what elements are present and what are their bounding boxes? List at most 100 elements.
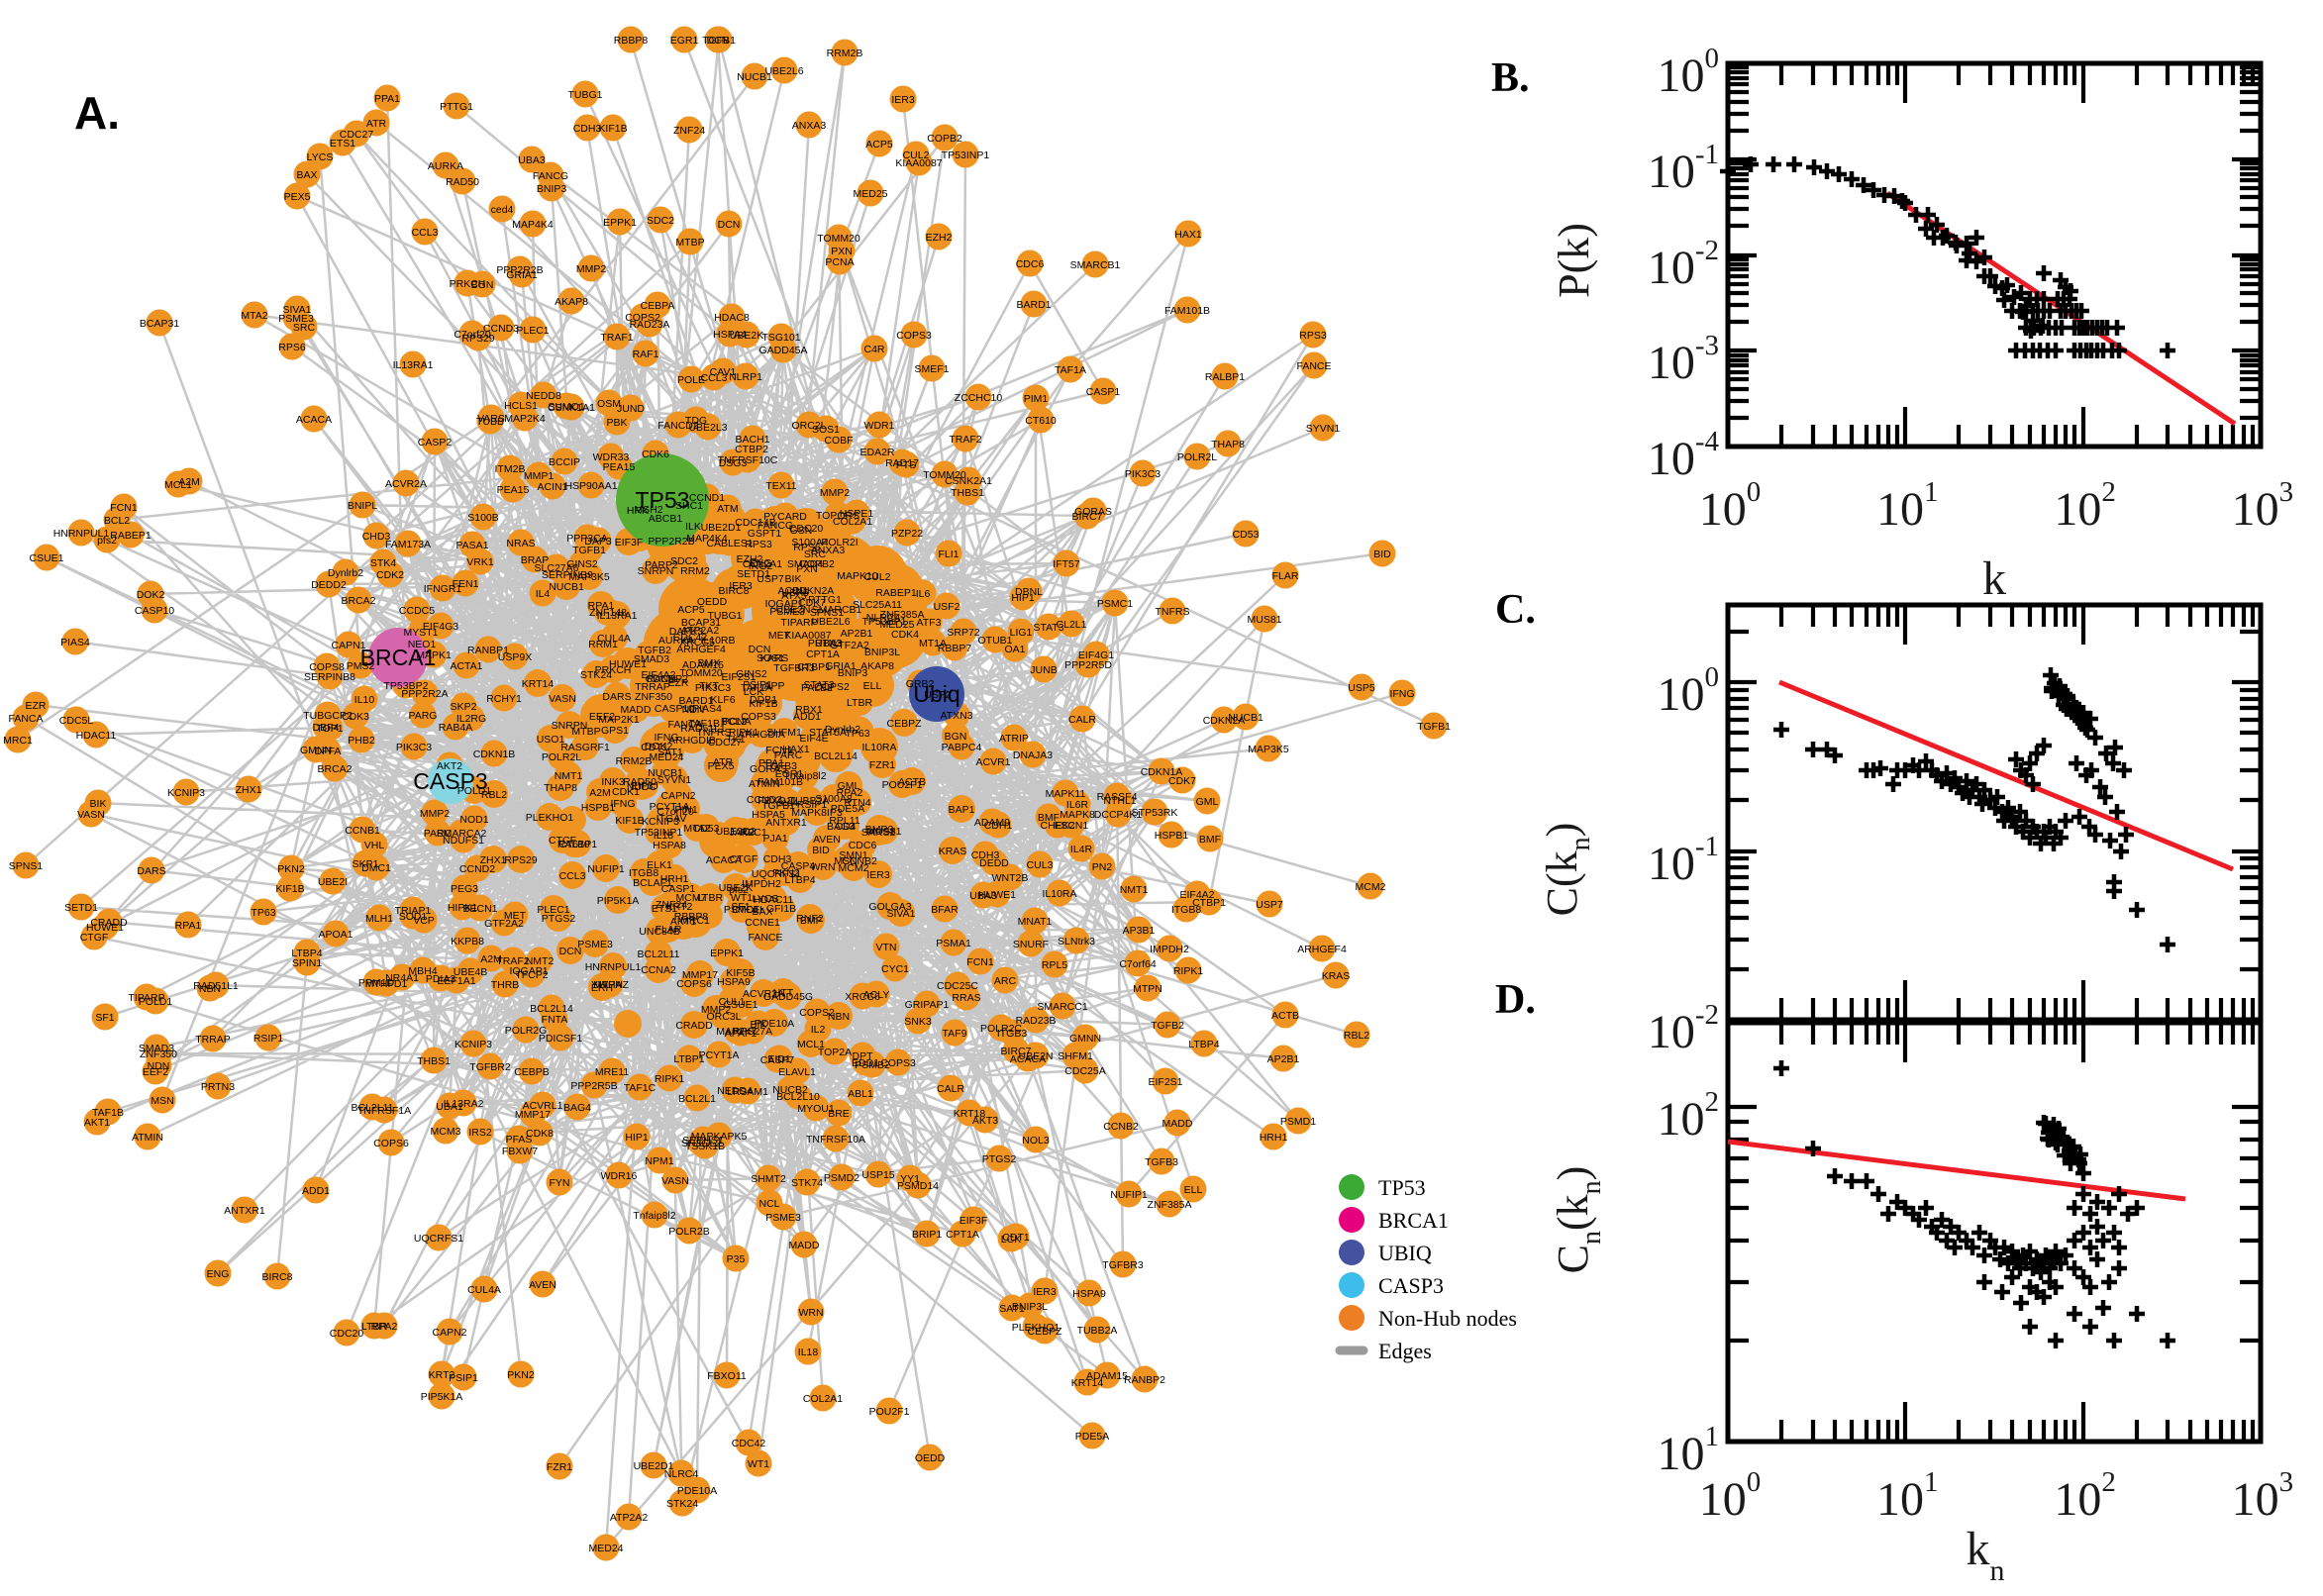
svg-text:TEX11: TEX11 xyxy=(765,480,796,492)
svg-text:PDE5A: PDE5A xyxy=(1075,1431,1109,1443)
svg-text:PSMC1: PSMC1 xyxy=(1097,598,1133,610)
svg-text:10-1: 10-1 xyxy=(1648,831,1719,890)
svg-text:BIK: BIK xyxy=(751,1019,767,1031)
svg-text:MTBP: MTBP xyxy=(675,237,704,249)
svg-text:KRAS: KRAS xyxy=(1322,970,1351,982)
svg-text:UBA3: UBA3 xyxy=(518,154,546,166)
svg-text:CHD3: CHD3 xyxy=(362,531,391,543)
svg-text:HRH1: HRH1 xyxy=(660,873,689,885)
svg-text:MUS81: MUS81 xyxy=(1247,614,1281,626)
svg-text:RAB4A: RAB4A xyxy=(439,722,472,734)
svg-text:FZR1: FZR1 xyxy=(869,759,895,771)
svg-text:RPS29: RPS29 xyxy=(504,854,537,866)
svg-text:ZNF350: ZNF350 xyxy=(635,691,672,703)
svg-text:ATXN3: ATXN3 xyxy=(940,710,972,722)
svg-text:TP53BP1: TP53BP1 xyxy=(862,616,907,628)
svg-text:CUL4A: CUL4A xyxy=(597,633,631,645)
svg-text:CTCF: CTCF xyxy=(549,835,576,847)
svg-text:PEG3: PEG3 xyxy=(451,883,478,895)
svg-text:KCNIP3: KCNIP3 xyxy=(642,816,679,828)
svg-text:POU2F1: POU2F1 xyxy=(869,1406,910,1418)
svg-text:SERPINB8: SERPINB8 xyxy=(304,671,355,683)
svg-text:ITGAV: ITGAV xyxy=(656,813,687,825)
svg-text:KKPB8: KKPB8 xyxy=(451,936,484,948)
svg-text:AKAP8: AKAP8 xyxy=(860,660,894,672)
svg-text:HSPB1: HSPB1 xyxy=(581,802,616,814)
svg-text:TNFRS: TNFRS xyxy=(697,727,732,739)
svg-text:TOMM20: TOMM20 xyxy=(923,469,966,481)
svg-text:BRCA2: BRCA2 xyxy=(341,595,375,607)
svg-text:RIPK1: RIPK1 xyxy=(1173,965,1204,977)
svg-text:MMP17: MMP17 xyxy=(515,1109,551,1121)
svg-text:BMP3: BMP3 xyxy=(865,824,894,836)
svg-text:CRADD: CRADD xyxy=(675,1020,713,1032)
svg-text:STAT3: STAT3 xyxy=(1033,622,1063,634)
svg-text:NR4A1: NR4A1 xyxy=(385,972,419,984)
svg-text:IL10RB: IL10RB xyxy=(700,635,735,647)
svg-text:EIF2S1: EIF2S1 xyxy=(1148,1076,1182,1088)
svg-text:HSPA9: HSPA9 xyxy=(1072,1288,1106,1300)
svg-text:NUCB1: NUCB1 xyxy=(1228,712,1263,724)
svg-text:TK1: TK1 xyxy=(726,734,745,746)
svg-text:Dynlrb2: Dynlrb2 xyxy=(328,567,363,579)
svg-text:SEPHS1: SEPHS1 xyxy=(682,1135,724,1147)
svg-text:KIAA0087: KIAA0087 xyxy=(784,630,831,642)
svg-text:ACTB: ACTB xyxy=(1271,1010,1299,1022)
svg-text:RBX1: RBX1 xyxy=(795,704,823,716)
svg-text:IL6R: IL6R xyxy=(1066,799,1089,811)
svg-text:HAX1: HAX1 xyxy=(782,744,810,755)
svg-text:CDKN2A: CDKN2A xyxy=(792,585,835,597)
svg-text:HUWE1: HUWE1 xyxy=(978,889,1016,901)
svg-text:KRT14: KRT14 xyxy=(1071,1377,1104,1389)
svg-text:HAX1: HAX1 xyxy=(1174,229,1202,241)
svg-text:BCL2: BCL2 xyxy=(104,515,130,527)
svg-text:BGN: BGN xyxy=(945,731,967,743)
svg-text:AKT2: AKT2 xyxy=(437,760,462,772)
svg-text:FANCE: FANCE xyxy=(748,932,782,944)
svg-text:CTCFL: CTCFL xyxy=(732,904,765,916)
svg-text:RANBP2: RANBP2 xyxy=(1124,1374,1165,1386)
svg-text:A2M: A2M xyxy=(480,953,502,965)
svg-text:EZR: EZR xyxy=(26,700,47,712)
svg-text:CDC27: CDC27 xyxy=(708,737,743,748)
svg-text:SLNtrk3: SLNtrk3 xyxy=(1058,936,1095,948)
svg-text:FLI1: FLI1 xyxy=(938,549,959,560)
svg-text:GTF2A2: GTF2A2 xyxy=(484,918,524,930)
svg-text:TAF1B: TAF1B xyxy=(92,1107,124,1119)
svg-text:TP53INP1: TP53INP1 xyxy=(635,827,683,839)
svg-text:ARHGEF4: ARHGEF4 xyxy=(1297,944,1347,955)
svg-text:SHMT2: SHMT2 xyxy=(751,1173,786,1185)
svg-text:CPT1A: CPT1A xyxy=(806,648,840,660)
svg-text:ANTXR1: ANTXR1 xyxy=(224,1205,265,1217)
svg-text:S100A8: S100A8 xyxy=(815,793,853,805)
svg-text:NOL3: NOL3 xyxy=(1022,1135,1050,1147)
svg-text:ITGB3: ITGB3 xyxy=(997,1028,1028,1040)
svg-text:FANCG: FANCG xyxy=(533,170,568,182)
svg-text:SHFM1: SHFM1 xyxy=(1058,1050,1093,1062)
svg-text:BNIPL: BNIPL xyxy=(348,500,378,512)
svg-text:FCN1: FCN1 xyxy=(765,745,793,756)
svg-text:PPA1: PPA1 xyxy=(758,757,784,769)
svg-text:WRN: WRN xyxy=(798,1307,823,1319)
svg-text:PSME3: PSME3 xyxy=(765,1212,801,1224)
svg-text:IL18: IL18 xyxy=(798,1347,819,1358)
svg-text:UBE2K: UBE2K xyxy=(730,330,763,342)
svg-text:TOP1: TOP1 xyxy=(316,723,343,735)
svg-text:RFC1: RFC1 xyxy=(740,827,767,839)
svg-text:C.: C. xyxy=(1495,587,1536,633)
svg-text:HTT: HTT xyxy=(773,987,794,999)
svg-text:SMARCB1: SMARCB1 xyxy=(1070,259,1121,271)
svg-text:RAD50: RAD50 xyxy=(623,776,656,788)
svg-text:CALR: CALR xyxy=(937,1083,964,1095)
svg-text:CASP1: CASP1 xyxy=(1086,386,1121,398)
svg-text:BMX: BMX xyxy=(698,657,721,669)
svg-text:SKP2: SKP2 xyxy=(451,701,477,713)
svg-text:NBN: NBN xyxy=(199,983,221,995)
svg-text:CASP3: CASP3 xyxy=(1378,1273,1444,1298)
svg-text:ARHGEF4: ARHGEF4 xyxy=(676,644,726,655)
svg-text:PSIP1: PSIP1 xyxy=(743,679,772,691)
svg-text:DOK2: DOK2 xyxy=(645,741,673,752)
svg-text:SMN1: SMN1 xyxy=(839,849,867,861)
svg-text:TGFBR2: TGFBR2 xyxy=(469,1061,511,1073)
svg-text:RNF2: RNF2 xyxy=(796,913,824,925)
